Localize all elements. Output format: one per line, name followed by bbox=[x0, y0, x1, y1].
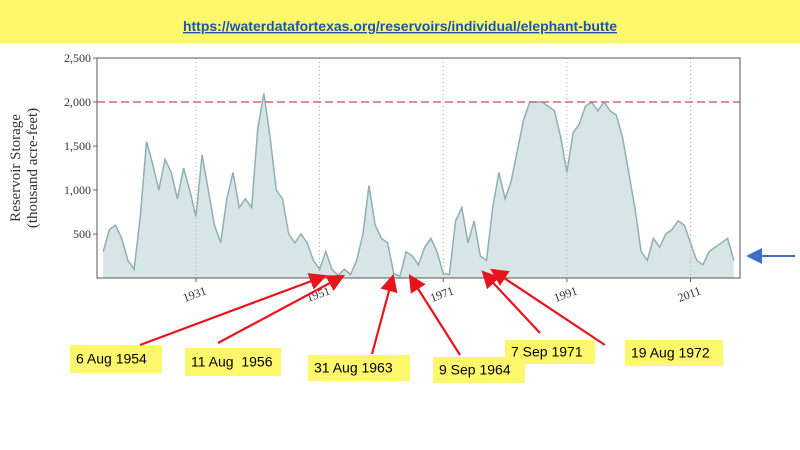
annotation-text: 6 Aug 1954 bbox=[76, 351, 147, 367]
area bbox=[103, 93, 734, 278]
annotation-box bbox=[308, 355, 410, 381]
annotation-arrow bbox=[370, 273, 398, 355]
annotations: 6 Aug 1954 11 Aug 1956 31 Aug 1963 9 Sep 19… bbox=[70, 268, 723, 383]
annotation-box bbox=[70, 345, 162, 373]
y-axis-label: Reservoir Storage bbox=[8, 114, 24, 222]
annotation-arrow bbox=[139, 273, 328, 347]
annotation-text: 19 Aug 1972 bbox=[631, 345, 710, 361]
annotation-box bbox=[625, 340, 723, 366]
x-tick-label: 2011 bbox=[676, 284, 703, 305]
annotation-arrow bbox=[481, 270, 541, 334]
x-tick-label: 1971 bbox=[428, 284, 455, 305]
y-tick-label: 1,000 bbox=[64, 183, 91, 197]
annotation-text: 7 Sep 1971 bbox=[511, 344, 583, 360]
line bbox=[102, 93, 735, 278]
annotation-arrow bbox=[408, 274, 461, 356]
banner bbox=[0, 0, 800, 43]
annotation-box bbox=[505, 340, 595, 364]
y-tick-label: 2,500 bbox=[64, 51, 91, 65]
y-tick-label: 2,000 bbox=[64, 95, 91, 109]
annotation-text: 31 Aug 1963 bbox=[314, 360, 393, 376]
plot: 1931 1951 1971 1991 20115001,0001,5002,0002,… bbox=[64, 51, 741, 305]
x-tick-label: 1931 bbox=[181, 284, 208, 305]
annotation-arrow bbox=[490, 268, 606, 346]
annotation-text: 9 Sep 1964 bbox=[439, 362, 511, 378]
x-tick-label: 1991 bbox=[552, 284, 579, 305]
y-tick-label: 1,500 bbox=[64, 139, 91, 153]
source-link[interactable]: https://waterdatafortexas.org/reservoirs… bbox=[183, 18, 617, 34]
annotation-box bbox=[185, 348, 281, 376]
y-axis-label: (thousand acre-feet) bbox=[25, 108, 41, 228]
y-tick-label: 500 bbox=[73, 227, 91, 241]
annotation-arrow bbox=[217, 274, 345, 344]
annotation-text: 11 Aug 1956 bbox=[191, 354, 273, 370]
